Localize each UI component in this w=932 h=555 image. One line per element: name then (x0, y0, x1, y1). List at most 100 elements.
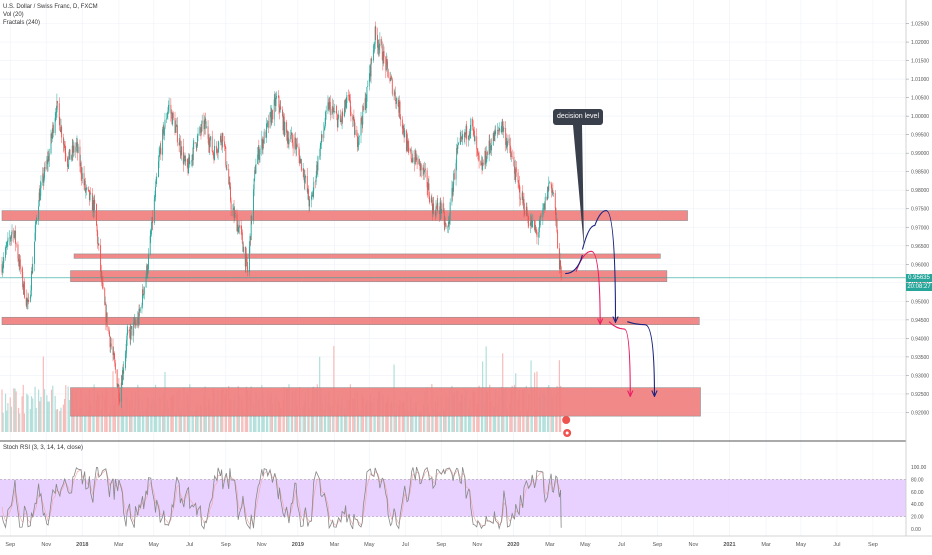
volume-bar (14, 388, 16, 432)
price-tick-label: 1.00000 (911, 114, 929, 120)
candle-body (97, 231, 99, 244)
candle-body (434, 211, 436, 216)
candle-body (120, 382, 122, 402)
candle-body (88, 189, 90, 191)
candle-body (445, 224, 447, 227)
candle-body (147, 269, 149, 275)
candle-body (287, 137, 289, 145)
candle-body (15, 243, 17, 245)
candle-body (217, 149, 219, 153)
candle-body (249, 236, 251, 247)
candle-body (531, 221, 533, 228)
volume-bar (43, 389, 46, 432)
candle-body (361, 117, 363, 122)
time-axis[interactable]: Sep Nov 2018 Mar May Jul Sep Nov 2019 Mar May Jul Se… (5, 542, 877, 548)
candle-body (105, 304, 107, 323)
candle-body (323, 128, 325, 131)
candle-body (313, 181, 315, 191)
volume-bar (278, 402, 281, 432)
candle-body (116, 369, 118, 387)
candle-body (447, 222, 449, 227)
price-axis[interactable]: 1.02500 1.02000 1.01500 1.01000 1.00500 1.000… (906, 22, 929, 417)
candle-body (159, 150, 161, 156)
candle-body (387, 61, 389, 69)
candle-body (270, 112, 272, 113)
volume-indicator-label[interactable]: Vol (20) (3, 12, 24, 18)
candle-body (35, 220, 37, 222)
volume-bar (62, 404, 65, 432)
zone-1 (1, 210, 688, 221)
time-tick-label: May (580, 542, 591, 548)
volume-bar (360, 410, 362, 432)
volume-bar (200, 407, 203, 432)
candle-body (114, 363, 116, 370)
candle-body (492, 133, 494, 146)
support-resistance-zones[interactable] (1, 210, 701, 417)
candle-body (336, 114, 338, 127)
candle-body (349, 100, 351, 112)
candle-body (26, 298, 28, 303)
candle-body (389, 77, 391, 81)
volume-bar (150, 403, 152, 432)
candle-body (84, 181, 86, 186)
time-tick-label: Sep (868, 542, 878, 548)
candle-body (237, 224, 239, 232)
candle-body (556, 219, 558, 233)
candle-body (527, 215, 528, 217)
stoch-tick-label: 60.00 (911, 490, 924, 496)
price-tick-label: 0.95000 (911, 299, 929, 305)
candle-body (513, 156, 515, 167)
candle-body (246, 253, 247, 258)
candle-body (283, 116, 285, 136)
price-tick-label: 1.01000 (911, 77, 929, 83)
candle-body (431, 203, 433, 214)
candle-body (385, 56, 387, 71)
candle-body (304, 177, 306, 183)
projection-arrows[interactable] (565, 210, 654, 396)
time-tick-label: 2020 (507, 542, 519, 548)
candle-body (164, 119, 166, 129)
candle-body (65, 153, 67, 158)
candle-body (284, 122, 286, 136)
volume-bar (371, 401, 373, 432)
volume-bar (23, 413, 26, 432)
candle-body (295, 143, 297, 150)
candle-body (36, 219, 38, 221)
volume-bar (100, 409, 102, 432)
candle-body (332, 106, 334, 109)
volume-bar (358, 412, 360, 432)
candle-body (286, 122, 288, 133)
time-tick-label: 2019 (292, 542, 304, 548)
candle-body (241, 228, 243, 233)
candle-body (344, 107, 345, 117)
candle-body (189, 161, 191, 165)
decision-level-callout[interactable]: decision level (553, 109, 603, 125)
symbol-title[interactable]: U.S. Dollar / Swiss Franc, D, FXCM (3, 4, 98, 10)
candle-body (75, 146, 77, 153)
candle-body (402, 125, 404, 129)
time-tick-label: Mar (330, 542, 340, 548)
candle-body (436, 202, 438, 208)
candle-body (560, 266, 562, 278)
candle-body (344, 99, 346, 108)
candle-body (117, 384, 119, 387)
candle-body (97, 243, 99, 245)
candle-body (462, 134, 464, 140)
volume-bar (509, 403, 511, 432)
candle-body (315, 175, 317, 182)
candle-body (443, 203, 445, 213)
candle-body (329, 102, 331, 116)
candle-body (258, 154, 260, 161)
candle-body (523, 199, 525, 211)
stoch-rsi-title[interactable]: Stoch RSI (3, 3, 14, 14, close) (3, 445, 84, 451)
candle-body (362, 106, 364, 125)
candle-body (444, 222, 446, 225)
volume-bar (9, 397, 11, 432)
candle-body (292, 142, 294, 149)
candle-body (225, 147, 227, 165)
fractals-indicator-label[interactable]: Fractals (240) (3, 20, 41, 26)
candle-body (499, 128, 501, 133)
candle-body (300, 159, 302, 160)
